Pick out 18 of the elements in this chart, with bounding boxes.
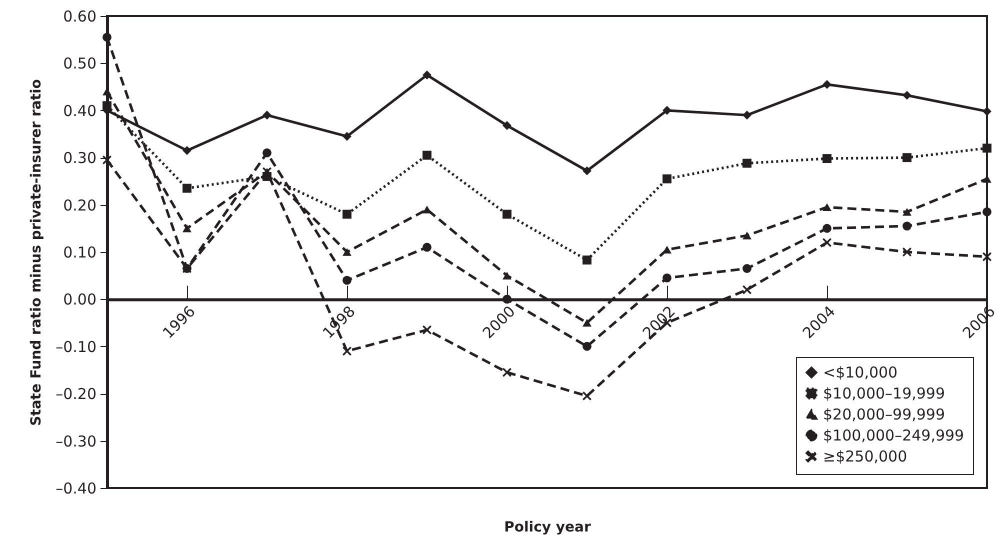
y-tick-label: –0.40 [56, 480, 96, 498]
y-axis-title: State Fund ratio minus private-insurer ratio [28, 78, 45, 426]
legend-label: $10,000–19,999 [823, 384, 946, 402]
y-tick-label: –0.10 [56, 338, 96, 356]
y-tick-label: 0.60 [63, 8, 96, 26]
y-tick-label: –0.30 [56, 432, 96, 450]
y-tick-label: 0.20 [63, 196, 96, 214]
y-tick-label: 0.40 [63, 102, 96, 120]
y-tick-label: –0.20 [56, 385, 96, 404]
y-tick-label: 0.50 [63, 54, 96, 73]
legend-label: <$10,000 [823, 364, 898, 382]
y-tick-label: 0.00 [63, 290, 96, 309]
legend-label: ≥$250,000 [823, 448, 908, 466]
legend-label: $20,000–99,999 [823, 406, 946, 424]
x-axis-title: Policy year [504, 520, 591, 535]
y-tick-label: 0.10 [63, 244, 96, 262]
y-tick-label: 0.30 [63, 149, 96, 168]
legend-label: $100,000–249,999 [823, 426, 964, 444]
